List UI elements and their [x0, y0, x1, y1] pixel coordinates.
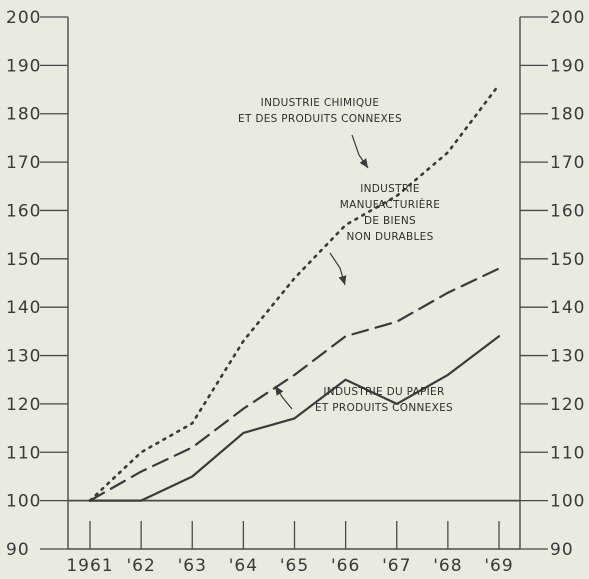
series-line-papier [88, 335, 501, 502]
series-line-chimique [88, 83, 501, 502]
right-tick-label: 100 [550, 492, 585, 512]
right-tick-label: 180 [550, 105, 585, 125]
x-tick-label: '68 [433, 556, 462, 576]
left-tick-label: 110 [6, 443, 41, 463]
pointer-arrowhead-chimique [359, 158, 368, 168]
x-tick-label: '67 [382, 556, 411, 576]
x-tick-label: '66 [331, 556, 360, 576]
left-tick-label: 190 [6, 56, 41, 76]
series-label-non_durables: INDUSTRIE [360, 183, 420, 195]
x-tick-label: '63 [178, 556, 207, 576]
left-tick-label: 90 [6, 540, 30, 560]
left-tick-label: 120 [6, 395, 41, 415]
series-label-papier: INDUSTRIE DU PAPIER [323, 386, 444, 398]
right-tick-label: 170 [550, 153, 585, 173]
right-tick-label: 150 [550, 250, 585, 270]
right-tick-label: 200 [550, 8, 585, 28]
right-tick-label: 110 [550, 443, 585, 463]
right-tick-label: 160 [550, 201, 585, 221]
x-tick-label: '62 [126, 556, 155, 576]
left-tick-label: 160 [6, 201, 41, 221]
right-tick-label: 120 [550, 395, 585, 415]
series-label-chimique: ET DES PRODUITS CONNEXES [238, 113, 402, 125]
left-tick-label: 130 [6, 347, 41, 367]
series-label-chimique: INDUSTRIE CHIMIQUE [261, 97, 380, 109]
x-tick-label: '69 [484, 556, 513, 576]
pointer-arrowhead-papier [275, 386, 284, 396]
left-tick-label: 150 [6, 250, 41, 270]
left-tick-label: 170 [6, 153, 41, 173]
x-tick-label: '65 [280, 556, 309, 576]
series-label-non_durables: MANUFACTURIÈRE [340, 198, 440, 211]
left-tick-label: 100 [6, 492, 41, 512]
x-tick-label: '64 [229, 556, 258, 576]
series-label-papier: ET PRODUITS CONNEXES [315, 402, 453, 414]
x-tick-label: 1961 [66, 556, 113, 576]
pointer-arrowhead-non_durables [338, 275, 347, 285]
series-line-non_durables [88, 267, 501, 502]
series-label-non_durables: NON DURABLES [346, 231, 433, 243]
right-tick-label: 140 [550, 298, 585, 318]
right-tick-label: 90 [550, 540, 574, 560]
left-tick-label: 180 [6, 105, 41, 125]
left-tick-label: 200 [6, 8, 41, 28]
right-tick-label: 190 [550, 56, 585, 76]
right-tick-label: 130 [550, 347, 585, 367]
left-tick-label: 140 [6, 298, 41, 318]
series-label-non_durables: DE BIENS [364, 215, 416, 227]
